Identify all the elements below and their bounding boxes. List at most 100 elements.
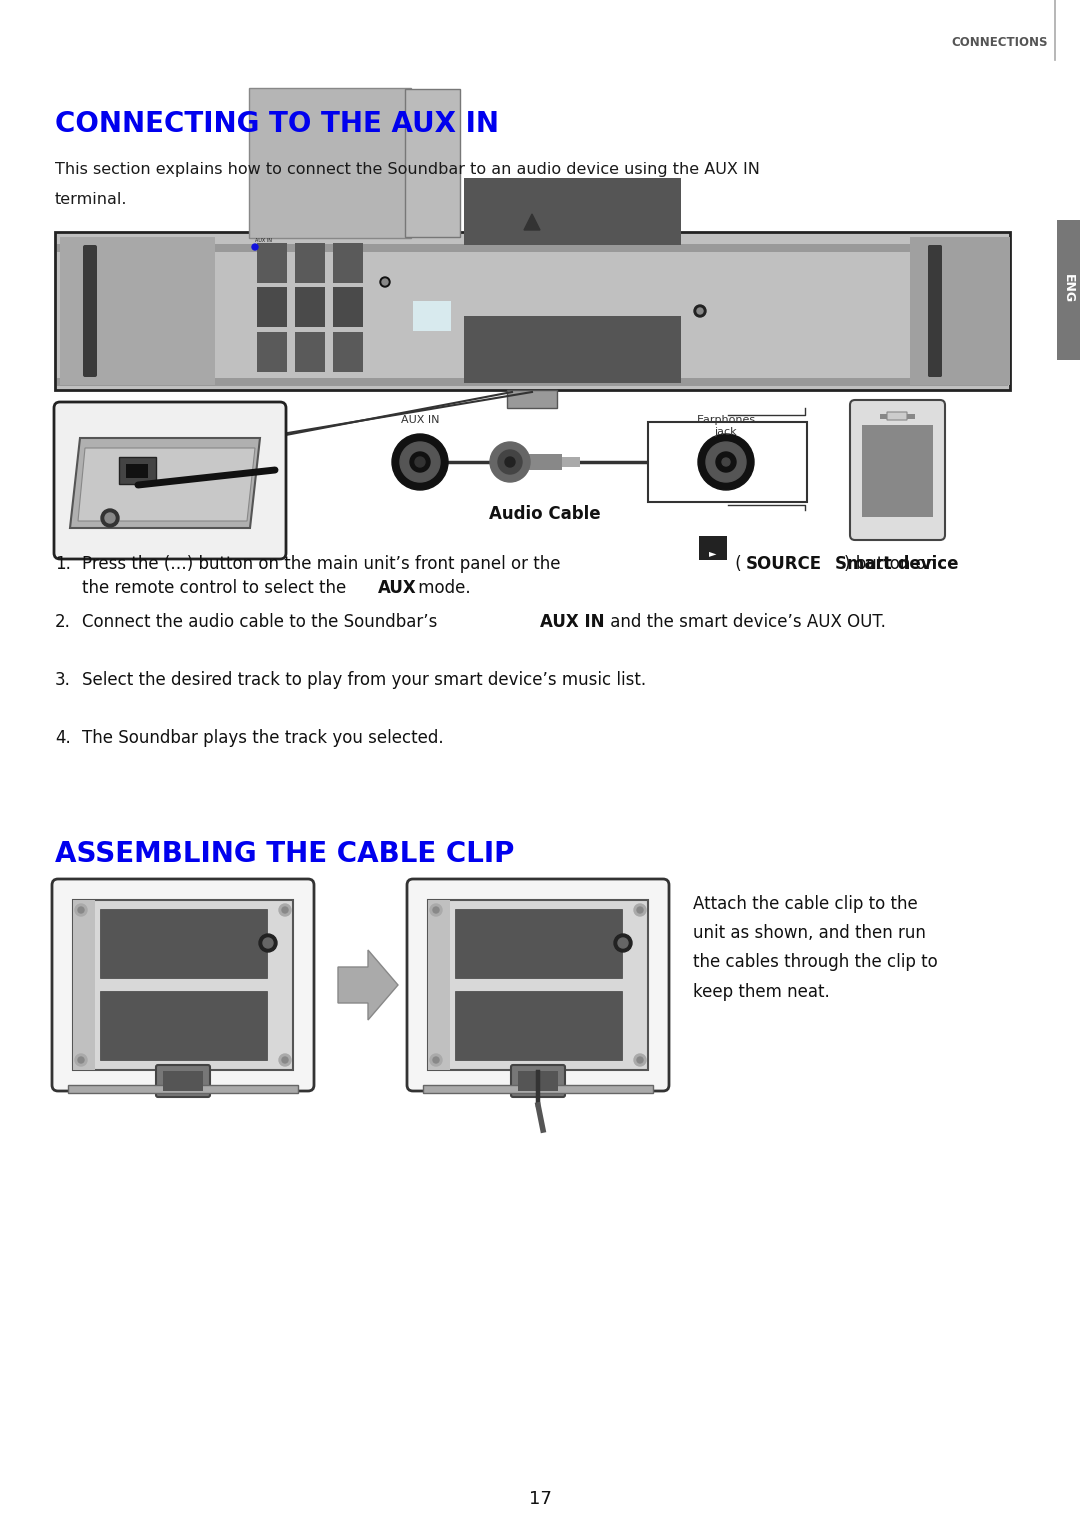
Text: Audio Cable: Audio Cable — [489, 505, 600, 524]
FancyBboxPatch shape — [68, 1086, 298, 1093]
Text: SOURCE: SOURCE — [746, 554, 822, 573]
FancyBboxPatch shape — [295, 287, 325, 327]
FancyBboxPatch shape — [455, 909, 622, 977]
Circle shape — [634, 1054, 646, 1066]
Text: AUX IN: AUX IN — [255, 238, 272, 243]
Circle shape — [410, 452, 430, 472]
Text: The Soundbar plays the track you selected.: The Soundbar plays the track you selecte… — [82, 728, 444, 747]
FancyBboxPatch shape — [648, 421, 807, 502]
Circle shape — [282, 907, 288, 913]
Text: CONNECTIONS: CONNECTIONS — [951, 35, 1048, 49]
Text: ENG: ENG — [1062, 275, 1075, 304]
Text: 1.: 1. — [55, 554, 71, 573]
Circle shape — [259, 935, 276, 951]
FancyBboxPatch shape — [100, 909, 267, 977]
FancyBboxPatch shape — [73, 899, 293, 1070]
FancyBboxPatch shape — [60, 237, 215, 385]
FancyBboxPatch shape — [1057, 220, 1080, 360]
Circle shape — [505, 457, 515, 467]
Circle shape — [433, 1057, 438, 1063]
Circle shape — [78, 907, 84, 913]
Text: ASSEMBLING THE CABLE CLIP: ASSEMBLING THE CABLE CLIP — [55, 840, 514, 867]
FancyBboxPatch shape — [257, 243, 287, 282]
Polygon shape — [70, 438, 260, 528]
Circle shape — [430, 1054, 442, 1066]
Circle shape — [637, 1057, 643, 1063]
Circle shape — [618, 938, 627, 948]
Circle shape — [615, 935, 632, 951]
FancyBboxPatch shape — [52, 880, 314, 1090]
Circle shape — [279, 904, 291, 916]
Circle shape — [415, 457, 426, 467]
Text: AUX: AUX — [378, 579, 417, 597]
Text: and the smart device’s AUX OUT.: and the smart device’s AUX OUT. — [605, 612, 886, 631]
Text: Attach the cable clip to the
unit as shown, and then run
the cables through the : Attach the cable clip to the unit as sho… — [693, 895, 937, 1000]
Text: ) button on: ) button on — [843, 554, 936, 573]
FancyBboxPatch shape — [455, 991, 622, 1060]
Text: CONNECTING TO THE AUX IN: CONNECTING TO THE AUX IN — [55, 110, 499, 137]
FancyBboxPatch shape — [887, 412, 907, 420]
Text: ►: ► — [710, 548, 717, 557]
FancyBboxPatch shape — [249, 89, 411, 238]
Text: This section explains how to connect the Soundbar to an audio device using the A: This section explains how to connect the… — [55, 162, 760, 177]
Circle shape — [433, 907, 438, 913]
FancyBboxPatch shape — [163, 1070, 203, 1090]
Circle shape — [382, 279, 388, 286]
FancyBboxPatch shape — [862, 425, 933, 518]
FancyBboxPatch shape — [100, 991, 267, 1060]
Circle shape — [694, 305, 706, 318]
FancyBboxPatch shape — [333, 243, 363, 282]
Text: (: ( — [730, 554, 742, 573]
Circle shape — [698, 434, 754, 490]
FancyBboxPatch shape — [333, 287, 363, 327]
FancyBboxPatch shape — [295, 331, 325, 373]
Circle shape — [102, 508, 119, 527]
Circle shape — [400, 441, 440, 483]
FancyBboxPatch shape — [54, 402, 286, 559]
FancyBboxPatch shape — [928, 244, 942, 377]
Text: AUX IN: AUX IN — [401, 415, 440, 425]
Text: mode.: mode. — [413, 579, 471, 597]
Text: the remote control to select the: the remote control to select the — [82, 579, 351, 597]
Circle shape — [78, 1057, 84, 1063]
FancyBboxPatch shape — [413, 301, 451, 331]
FancyBboxPatch shape — [428, 899, 648, 1070]
Text: Smart device: Smart device — [835, 554, 959, 573]
FancyBboxPatch shape — [562, 457, 580, 467]
Circle shape — [706, 441, 746, 483]
Circle shape — [380, 276, 390, 287]
Text: 3.: 3. — [55, 670, 71, 689]
Circle shape — [279, 1054, 291, 1066]
Text: Connect the audio cable to the Soundbar’s: Connect the audio cable to the Soundbar’… — [82, 612, 443, 631]
FancyBboxPatch shape — [507, 389, 557, 408]
FancyBboxPatch shape — [57, 379, 1008, 386]
Circle shape — [75, 1054, 87, 1066]
Text: Select the desired track to play from your smart device’s music list.: Select the desired track to play from yo… — [82, 670, 646, 689]
Circle shape — [716, 452, 735, 472]
FancyBboxPatch shape — [73, 899, 95, 1070]
FancyBboxPatch shape — [910, 237, 1010, 385]
FancyBboxPatch shape — [57, 244, 1008, 252]
Circle shape — [264, 938, 273, 948]
Circle shape — [392, 434, 448, 490]
Circle shape — [282, 1057, 288, 1063]
Circle shape — [490, 441, 530, 483]
FancyBboxPatch shape — [333, 331, 363, 373]
Text: Earphones
jack: Earphones jack — [697, 415, 756, 437]
FancyBboxPatch shape — [257, 331, 287, 373]
Circle shape — [634, 904, 646, 916]
FancyBboxPatch shape — [880, 414, 915, 418]
Text: 17: 17 — [528, 1490, 552, 1509]
FancyBboxPatch shape — [510, 454, 562, 470]
FancyBboxPatch shape — [83, 244, 97, 377]
Circle shape — [723, 458, 730, 466]
Text: 2.: 2. — [55, 612, 71, 631]
Circle shape — [75, 904, 87, 916]
Polygon shape — [338, 950, 399, 1020]
Circle shape — [430, 904, 442, 916]
FancyBboxPatch shape — [126, 464, 148, 478]
FancyBboxPatch shape — [156, 1064, 210, 1096]
FancyBboxPatch shape — [511, 1064, 565, 1096]
Circle shape — [252, 244, 258, 250]
Text: terminal.: terminal. — [55, 192, 127, 208]
